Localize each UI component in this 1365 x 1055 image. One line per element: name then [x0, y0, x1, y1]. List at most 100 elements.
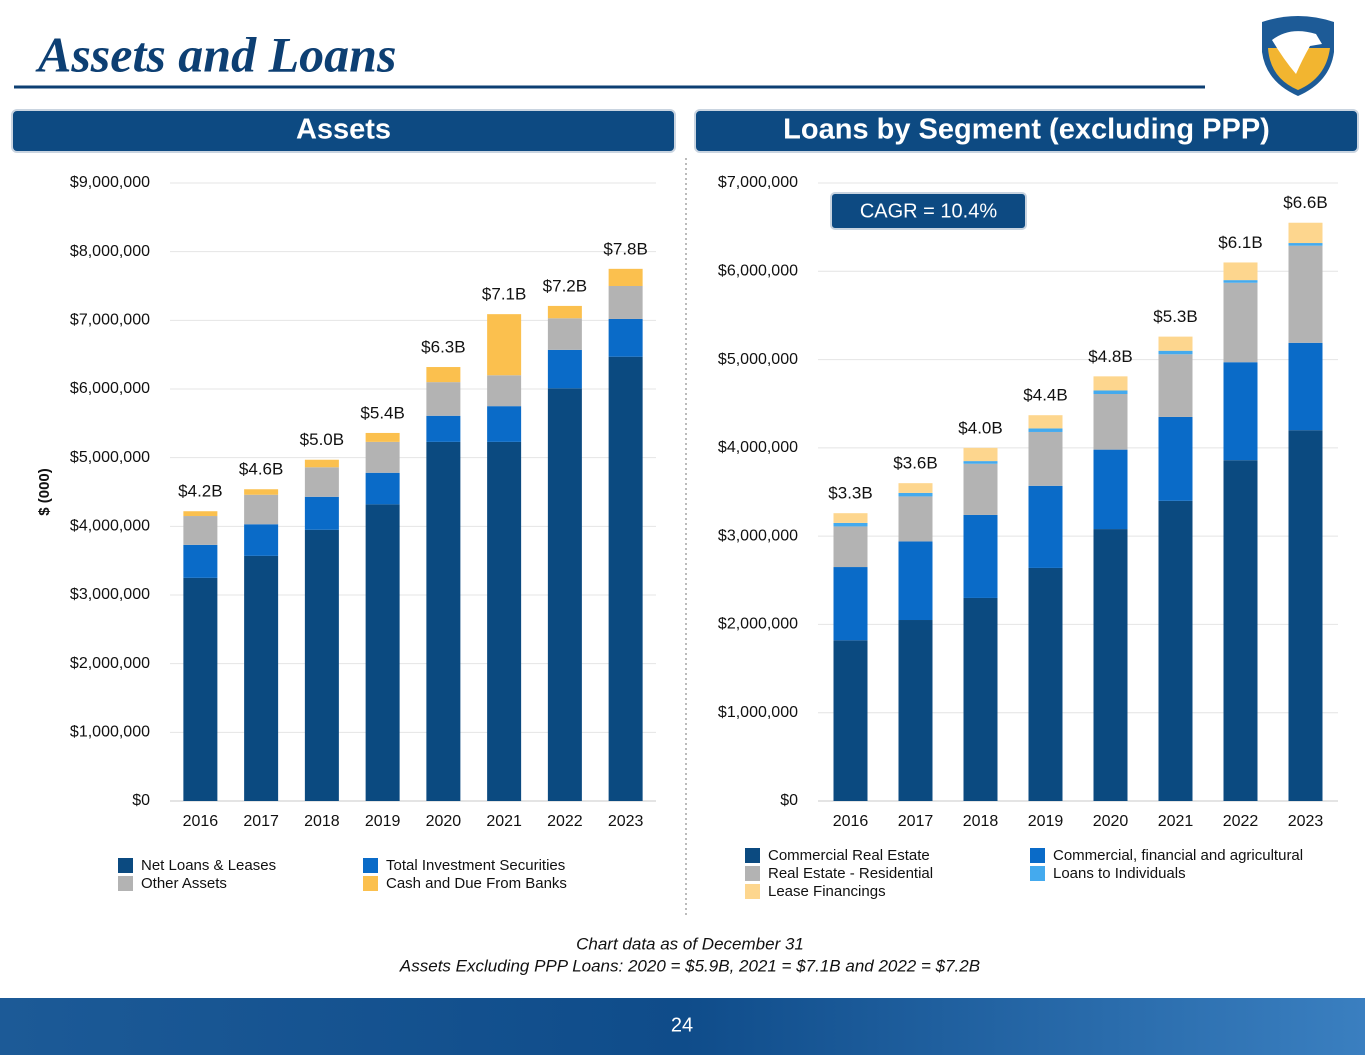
bar-segment: [426, 441, 461, 801]
x-tick-label: 2017: [898, 813, 934, 830]
bar-segment: [1028, 415, 1063, 429]
legend-swatch: [1030, 866, 1045, 881]
y-axis-label: $ (000): [36, 468, 53, 516]
y-tick-label: $7,000,000: [70, 312, 150, 329]
page-number: 24: [671, 1014, 693, 1036]
bar-segment: [487, 314, 522, 376]
x-tick-label: 2016: [183, 813, 219, 830]
bar-segment: [304, 496, 339, 530]
x-tick-label: 2023: [1288, 813, 1324, 830]
bar-segment: [1093, 394, 1128, 450]
bar-segment: [1093, 449, 1128, 530]
total-label: $4.8B: [1088, 347, 1132, 366]
bar-segment: [898, 496, 933, 542]
total-label: $3.3B: [828, 484, 872, 503]
bar-segment: [1288, 222, 1323, 244]
y-tick-label: $2,000,000: [70, 655, 150, 672]
annotation-box: [830, 192, 1027, 230]
y-tick-label: $9,000,000: [70, 174, 150, 191]
x-tick-label: 2020: [1093, 813, 1129, 830]
bar-segment: [1288, 342, 1323, 431]
bar-segment: [304, 459, 339, 468]
total-label: $5.0B: [300, 430, 344, 449]
footer-band: [0, 998, 1365, 1055]
legend-swatch: [363, 876, 378, 891]
legend-label: Real Estate - Residential: [768, 865, 933, 882]
bar-segment: [1288, 430, 1323, 801]
bar-segment: [1223, 362, 1258, 461]
bar-segment: [1223, 262, 1258, 281]
bar-segment: [183, 511, 218, 517]
bar-segment: [183, 544, 218, 578]
legend-label: Loans to Individuals: [1053, 865, 1186, 882]
panel-title: Assets: [296, 114, 391, 146]
total-label: $5.3B: [1153, 307, 1197, 326]
bar-segment: [1158, 416, 1193, 501]
bar-segment: [547, 388, 582, 801]
legend-label: Cash and Due From Banks: [386, 875, 567, 892]
total-label: $5.4B: [360, 403, 404, 422]
x-tick-label: 2018: [963, 813, 999, 830]
bar-segment: [487, 406, 522, 442]
bar-segment: [1158, 500, 1193, 801]
x-tick-label: 2022: [1223, 813, 1259, 830]
panel-title: Loans by Segment (excluding PPP): [783, 114, 1270, 146]
total-label: $3.6B: [893, 454, 937, 473]
total-label: $6.3B: [421, 338, 465, 357]
legend-swatch: [1030, 848, 1045, 863]
logo: [1262, 16, 1334, 96]
total-label: $7.8B: [603, 239, 647, 258]
bar-segment: [898, 483, 933, 493]
y-tick-label: $7,000,000: [718, 174, 798, 191]
bar-segment: [1288, 243, 1323, 246]
bar-segment: [304, 467, 339, 497]
bar-segment: [1028, 485, 1063, 568]
total-label: $4.0B: [958, 418, 1002, 437]
legend-swatch: [118, 858, 133, 873]
bar-segment: [608, 318, 643, 357]
footnote: Assets Excluding PPP Loans: 2020 = $5.9B…: [399, 956, 980, 975]
x-tick-label: 2020: [426, 813, 462, 830]
slide-title: Assets and Loans: [35, 26, 396, 82]
legend-label: Commercial Real Estate: [768, 847, 930, 864]
bar-segment: [1223, 282, 1258, 363]
panel-header: [694, 109, 1359, 153]
annotation: CAGR = 10.4%: [860, 200, 998, 222]
y-tick-label: $1,000,000: [718, 704, 798, 721]
footnote: Chart data as of December 31: [576, 934, 804, 953]
bar-segment: [1028, 567, 1063, 801]
total-label: $7.1B: [482, 285, 526, 304]
legend-label: Lease Financings: [768, 883, 886, 900]
bar-segment: [1288, 245, 1323, 343]
bar-segment: [1158, 350, 1193, 355]
bar-segment: [426, 415, 461, 442]
bar-segment: [833, 522, 868, 527]
y-tick-label: $5,000,000: [718, 351, 798, 368]
y-tick-label: $1,000,000: [70, 724, 150, 741]
bar-segment: [1093, 529, 1128, 801]
bar-segment: [426, 367, 461, 383]
bar-segment: [963, 597, 998, 801]
y-tick-label: $0: [780, 792, 798, 809]
bar-segment: [898, 492, 933, 497]
bar-segment: [833, 640, 868, 801]
bar-segment: [833, 567, 868, 641]
bar-segment: [244, 489, 279, 495]
y-tick-label: $6,000,000: [70, 380, 150, 397]
total-label: $4.4B: [1023, 386, 1067, 405]
total-label: $6.1B: [1218, 233, 1262, 252]
panel-header: [11, 109, 676, 153]
x-tick-label: 2019: [365, 813, 401, 830]
total-label: $4.6B: [239, 460, 283, 479]
y-tick-label: $0: [132, 792, 150, 809]
bar-segment: [898, 541, 933, 621]
bar-segment: [963, 447, 998, 462]
legend-swatch: [363, 858, 378, 873]
legend-label: Commercial, financial and agricultural: [1053, 847, 1303, 864]
bar-segment: [833, 526, 868, 568]
x-tick-label: 2023: [608, 813, 644, 830]
bar-segment: [833, 513, 868, 523]
bar-segment: [547, 318, 582, 350]
bar-segment: [183, 577, 218, 801]
